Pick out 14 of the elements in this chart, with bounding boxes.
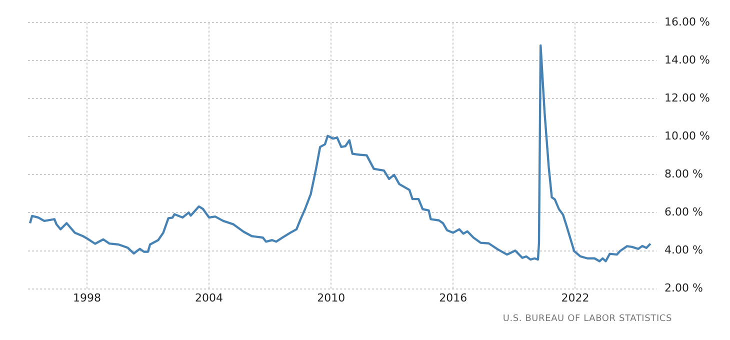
x-tick-label: 2010	[317, 291, 346, 304]
y-tick-label: 12.00 %	[664, 92, 710, 105]
y-tick-label: 2.00 %	[664, 282, 704, 295]
y-tick-label: 4.00 %	[664, 244, 704, 257]
y-tick-label: 16.00 %	[664, 15, 710, 28]
x-tick-label: 1998	[72, 291, 101, 304]
y-tick-label: 6.00 %	[664, 206, 704, 219]
x-tick-label: 2022	[561, 291, 590, 304]
x-tick-label: 2004	[195, 291, 224, 304]
x-tick-label: 2016	[439, 291, 468, 304]
text: U.S. BUREAU OF LABOR STATISTICS	[502, 314, 672, 324]
y-tick-label: 14.00 %	[664, 53, 710, 66]
y-tick-label: 10.00 %	[664, 130, 710, 143]
y-tick-label: 8.00 %	[664, 168, 704, 181]
